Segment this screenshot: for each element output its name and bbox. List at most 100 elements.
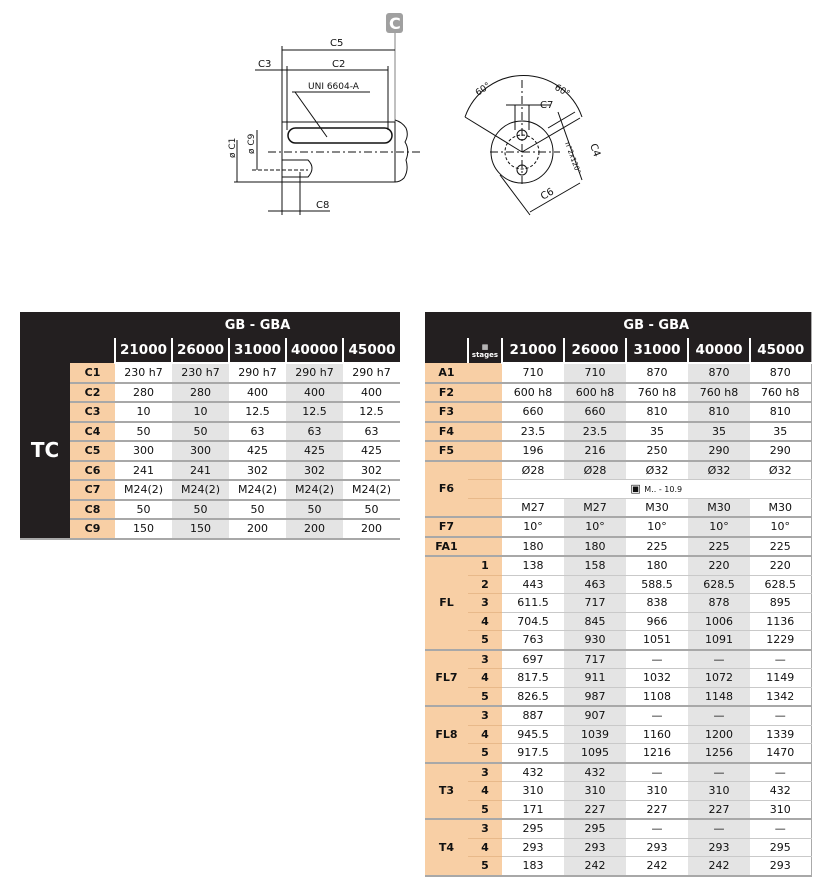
table-row: C8 50 50 50 50 50 [20, 499, 401, 520]
row-label: FL8 [425, 706, 468, 764]
table-cell: 138 [502, 556, 564, 576]
table-cell: 12.5 [229, 402, 286, 423]
column-header: 26000 [563, 338, 626, 364]
table-cell: — [626, 649, 688, 669]
table-cell: 697 [502, 649, 564, 669]
table-cell: 50 [343, 499, 401, 520]
table-cell: 911 [564, 668, 626, 688]
table-row: 2 443 463 588.5 628.5 628.5 [425, 575, 811, 594]
table-cell: 760 h8 [688, 382, 750, 403]
table-cell: 293 [502, 838, 564, 857]
stage-cell: 5 [468, 856, 502, 877]
table-cell: 220 [688, 556, 750, 576]
table-cell: 12.5 [343, 402, 401, 423]
table-cell: 1072 [688, 668, 750, 688]
table-cell: 463 [564, 575, 626, 594]
table-cell: 443 [502, 575, 564, 594]
stage-cell: 4 [468, 838, 502, 857]
table-cell: 50 [172, 421, 229, 442]
table-cell: 1095 [564, 743, 626, 764]
tc-dimension-table: GB - GBA 21000 26000 31000 40000 45000 TC C1 2… [20, 312, 401, 540]
table-cell: 280 [172, 382, 229, 403]
label-angle-left: 60° [474, 81, 493, 98]
table-cell: 295 [502, 819, 564, 839]
table-cell: 183 [502, 856, 564, 877]
table-cell: 241 [115, 460, 172, 481]
table-cell: 50 [115, 499, 172, 520]
table-cell: 400 [286, 382, 343, 403]
row-label: T4 [425, 819, 468, 877]
column-header: 21000 [114, 338, 172, 364]
label-angle-right: 60° [553, 83, 572, 100]
table-cell: 180 [502, 536, 564, 557]
stage-cell [468, 517, 502, 538]
table-cell: 23.5 [502, 421, 564, 442]
row-label: C5 [70, 441, 115, 462]
table-row: 4 704.5 845 966 1006 1136 [425, 612, 811, 631]
table-cell: 196 [502, 441, 564, 462]
table-cell: 1006 [688, 612, 750, 631]
c-badge-label: C [389, 14, 401, 33]
table-cell: — [750, 649, 811, 669]
table-row: 5 826.5 987 1108 1148 1342 [425, 687, 811, 707]
table-cell: 242 [564, 856, 626, 877]
table-cell: 432 [564, 762, 626, 782]
table-cell: 242 [688, 856, 750, 877]
table-cell: 225 [750, 536, 811, 557]
table-cell: 63 [229, 421, 286, 442]
label-c6: C6 [539, 186, 556, 202]
table-row: TC C1 230 h7 230 h7 290 h7 290 h7 290 h7 [20, 363, 401, 540]
stage-cell: 4 [468, 781, 502, 801]
c-badge [386, 13, 403, 33]
table-row: FL7 3 697 717— — — [425, 649, 811, 707]
table-cell: 1342 [750, 687, 811, 707]
label-c4: C4 [587, 142, 602, 158]
table-cell: 290 h7 [286, 363, 343, 384]
stage-cell: 4 [468, 612, 502, 631]
table-title: GB - GBA [115, 312, 401, 338]
table-cell: 1091 [688, 630, 750, 651]
row-label: F5 [425, 441, 468, 462]
table-cell: 310 [564, 781, 626, 801]
table-cell: 180 [626, 556, 688, 576]
stage-cell: 2 [468, 575, 502, 594]
table-cell: 12.5 [286, 402, 343, 423]
stage-cell [468, 441, 502, 462]
gb-gba-dimension-table: GB - GBA ▦ stages 21000 26000 31000 40000 4500… [425, 312, 812, 877]
keyway [287, 127, 393, 144]
table-row: 5 763 930 1051 1091 1229 [425, 630, 811, 651]
table-cell: 987 [564, 687, 626, 707]
table-cell: 1200 [688, 725, 750, 744]
table-cell: 432 [750, 781, 811, 801]
table-cell: Ø28 [564, 460, 626, 480]
table-row: 4 310 310 310 310 432 [425, 781, 811, 801]
stages-icon: ▦ [481, 342, 489, 351]
table-cell: — [750, 762, 811, 782]
table-cell: 600 h8 [502, 382, 564, 403]
table-cell: 216 [564, 441, 626, 462]
table-cell: 907 [564, 706, 626, 726]
table-cell: 302 [286, 460, 343, 481]
table-row: A1 710 710 870 870 870 [425, 363, 811, 384]
table-cell: 1032 [626, 668, 688, 688]
stage-cell [468, 479, 502, 499]
table-cell: 1148 [688, 687, 750, 707]
table-cell: 838 [626, 593, 688, 613]
column-header: 21000 [501, 338, 564, 364]
table-cell: 1136 [750, 612, 811, 631]
table-cell: 870 [688, 363, 750, 384]
table-cell: — [750, 819, 811, 839]
column-header: 40000 [687, 338, 750, 364]
table-cell: — [626, 706, 688, 726]
table-cell: 895 [750, 593, 811, 613]
table-cell: 917.5 [502, 743, 564, 764]
table-cell: M30 [688, 498, 750, 518]
table-cell: 295 [564, 819, 626, 839]
table-row: 4 945.5 1039 1160 1200 1339 [425, 725, 811, 744]
table-cell: 611.5 [502, 593, 564, 613]
table-cell: 290 [750, 441, 811, 462]
table-cell: 810 [626, 402, 688, 423]
table-cell: 600 h8 [564, 382, 626, 403]
table-row: T3 3 432 432— — — [425, 762, 811, 820]
table-cell: 760 h8 [750, 382, 811, 403]
